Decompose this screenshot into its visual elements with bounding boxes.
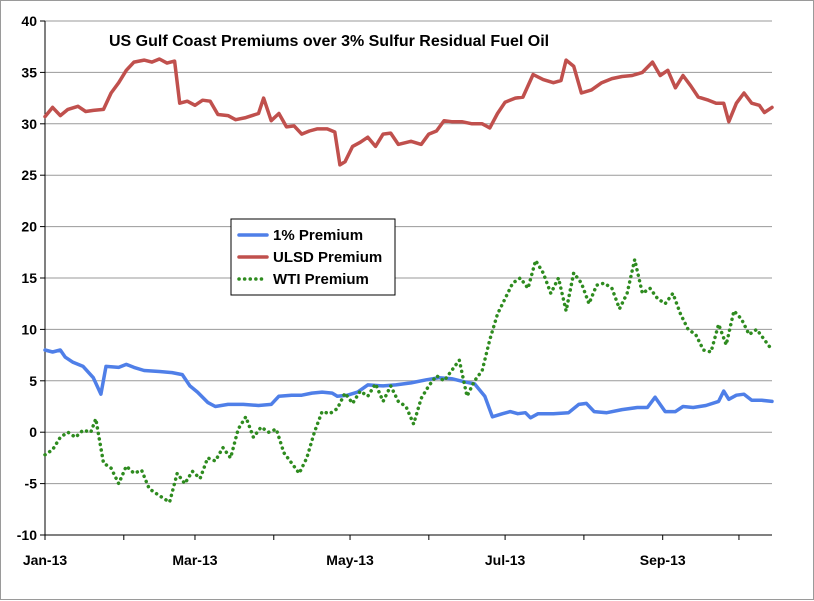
gridlines: [45, 20, 772, 485]
y-tick-label: 30: [21, 116, 37, 132]
x-tick-label: Jul-13: [485, 552, 526, 568]
chart-title: US Gulf Coast Premiums over 3% Sulfur Re…: [109, 33, 549, 50]
legend-label: 1% Premium: [273, 227, 363, 244]
y-tick-label: 15: [21, 270, 37, 286]
y-tick-label: 20: [21, 219, 37, 235]
y-tick-label: 25: [21, 167, 37, 183]
series-lines: [43, 57, 774, 504]
legend: 1% Premium ULSD Premium WTI Premium: [230, 218, 396, 296]
x-tick-label: Mar-13: [172, 552, 217, 568]
series-line-wti-premium: [43, 257, 774, 504]
x-tick-label: Sep-13: [640, 552, 686, 568]
series-line-1-premium: [43, 348, 774, 420]
y-tick-label: 40: [21, 13, 37, 29]
y-axis-ticks: -10 -5 0 5 10 15 20 25 30 35 40: [17, 13, 45, 543]
series-line-ulsd-premium: [43, 57, 774, 167]
y-tick-label: 0: [29, 424, 37, 440]
y-tick-label: 10: [21, 321, 37, 337]
x-tick-label: Jan-13: [23, 552, 68, 568]
y-tick-label: -5: [25, 476, 38, 492]
legend-label: WTI Premium: [273, 271, 369, 288]
x-tick-label: May-13: [326, 552, 374, 568]
y-tick-label: -10: [17, 527, 37, 543]
y-tick-label: 35: [21, 64, 37, 80]
x-axis-ticks: Jan-13 Mar-13 May-13 Jul-13 Sep-13: [23, 535, 740, 568]
legend-label: ULSD Premium: [273, 249, 382, 266]
y-tick-label: 5: [29, 373, 37, 389]
